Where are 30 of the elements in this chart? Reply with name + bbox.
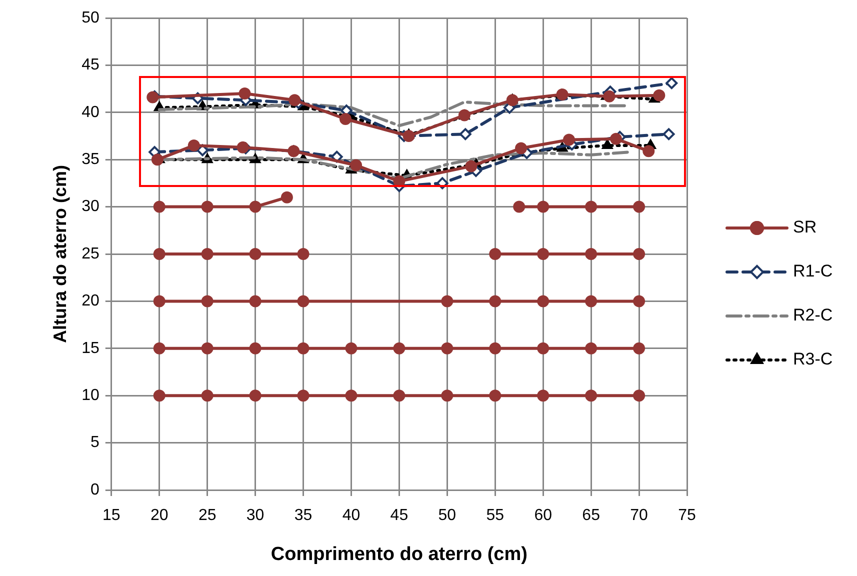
- x-tick-label: 75: [678, 507, 696, 524]
- y-tick-label: 50: [82, 9, 100, 26]
- legend-label: R1-C: [793, 262, 833, 281]
- x-tick-label: 15: [102, 507, 120, 524]
- x-axis-title: Comprimento do aterro (cm): [270, 544, 528, 565]
- x-tick-label: 30: [246, 507, 264, 524]
- y-tick-label: 40: [82, 104, 100, 121]
- x-tick-label: 70: [630, 507, 648, 524]
- y-tick-label: 0: [90, 481, 100, 498]
- x-tick-label: 50: [438, 507, 456, 524]
- y-tick-label: 5: [90, 434, 100, 452]
- legend-label: SR: [793, 218, 817, 237]
- y-axis-title: Altura do aterro (cm): [50, 164, 70, 344]
- x-tick-label: 35: [294, 507, 312, 524]
- y-tick-label: 15: [82, 340, 100, 357]
- x-tick-label: 45: [390, 507, 408, 524]
- x-tick-label: 60: [534, 507, 552, 524]
- legend-label: R2-C: [793, 306, 833, 325]
- x-tick-label: 65: [582, 507, 600, 524]
- x-tick-label: 25: [198, 507, 216, 524]
- y-tick-label: 35: [82, 151, 100, 168]
- legend-label: R3-C: [793, 350, 833, 369]
- x-tick-label: 55: [486, 507, 504, 524]
- x-tick-label: 20: [150, 507, 168, 524]
- y-tick-label: 25: [82, 245, 100, 262]
- y-tick-label: 45: [82, 56, 100, 74]
- y-tick-label: 30: [82, 198, 100, 216]
- y-tick-label: 10: [82, 387, 100, 404]
- y-tick-label: 20: [82, 292, 100, 310]
- x-tick-label: 40: [342, 507, 360, 524]
